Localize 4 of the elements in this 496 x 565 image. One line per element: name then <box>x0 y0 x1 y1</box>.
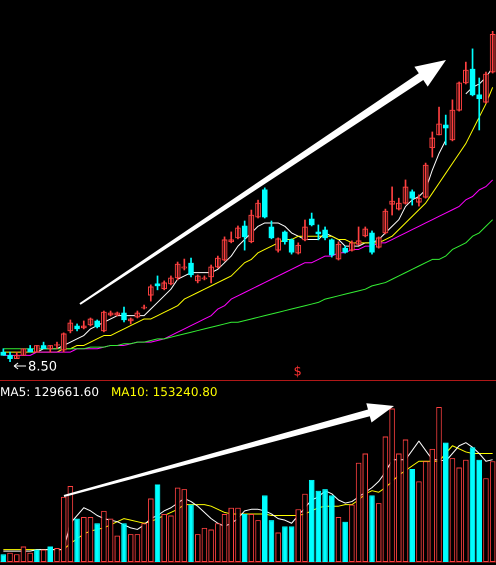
text: $ <box>293 364 302 380</box>
text: MA10: 153240.80 <box>110 384 218 400</box>
annotation: 8.50 <box>28 359 58 374</box>
text: MA5: 129661.60 <box>0 384 99 400</box>
